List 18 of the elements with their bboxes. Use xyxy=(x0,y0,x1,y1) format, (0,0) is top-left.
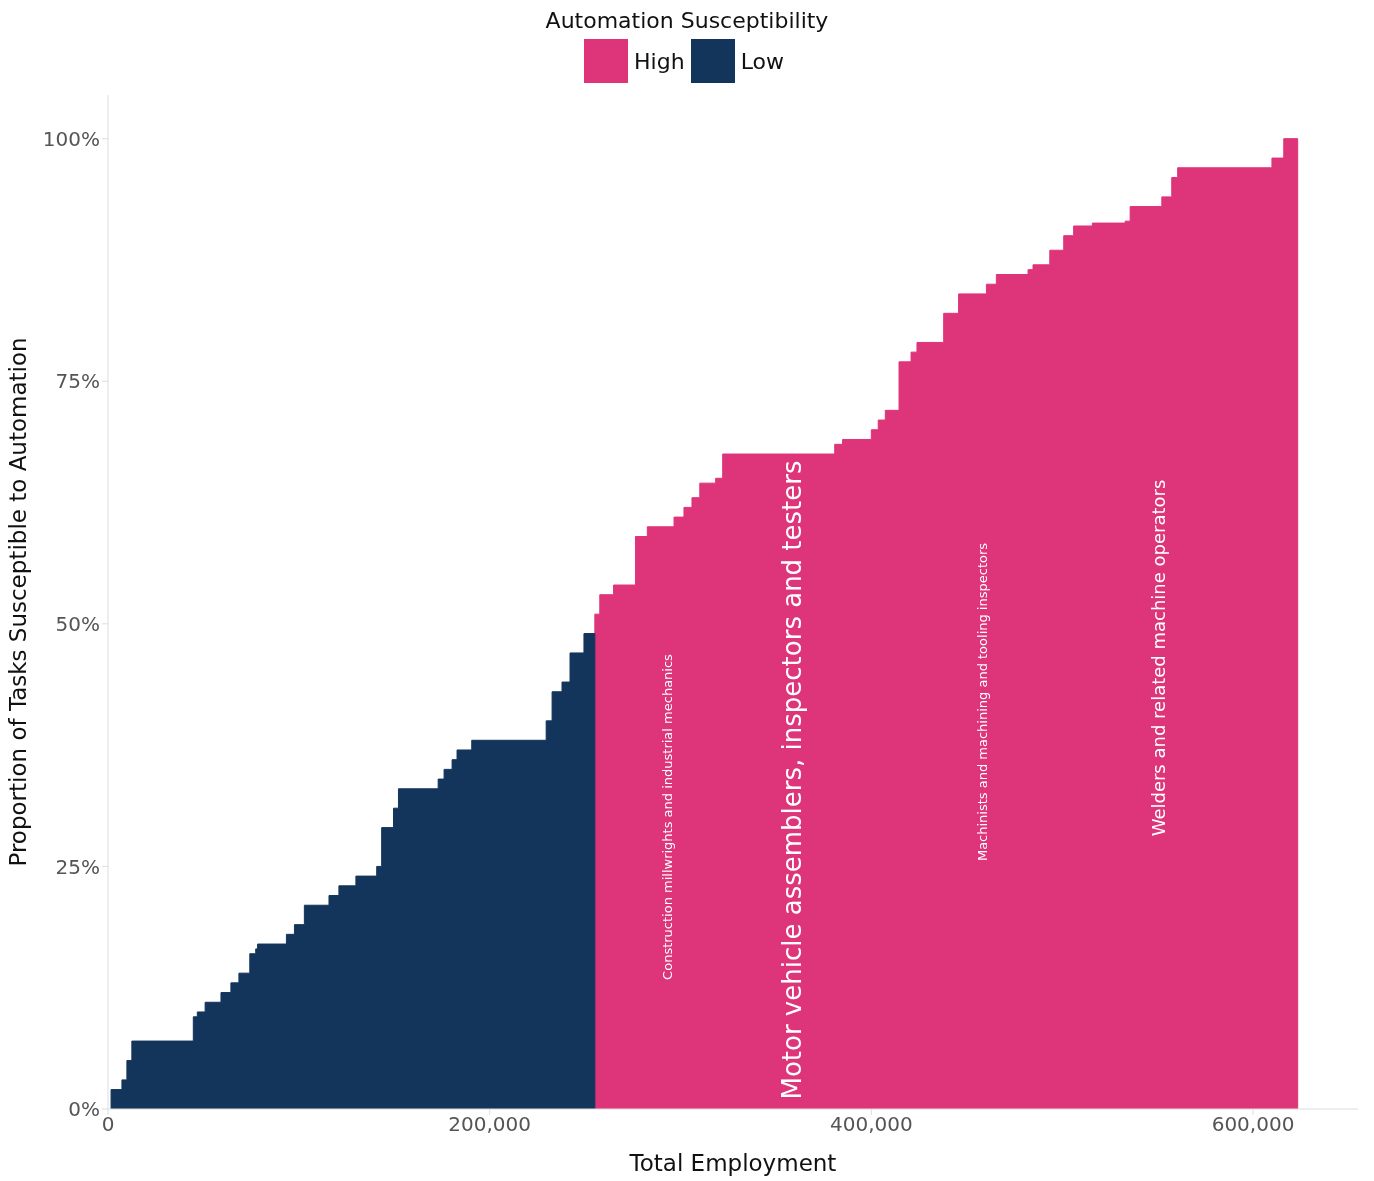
x-tick-label: 200,000 xyxy=(448,1112,532,1137)
annotation: Motor vehicle assemblers, inspectors and testers xyxy=(777,460,807,1100)
y-tick-label: 100% xyxy=(42,126,100,151)
y-tick-label: 25% xyxy=(55,854,100,879)
annotation: Welders and related machine operators xyxy=(1147,479,1169,837)
y-tick-label: 75% xyxy=(55,369,100,394)
y-tick-label: 50% xyxy=(55,611,100,636)
annotation: Construction millwrights and industrial mechanics xyxy=(659,653,675,980)
legend-title: Automation Susceptibility xyxy=(545,8,829,33)
x-tick-label: 600,000 xyxy=(1211,1112,1295,1137)
x-tick-label: 400,000 xyxy=(830,1112,913,1137)
legend-label: High xyxy=(634,48,685,74)
legend-label: Low xyxy=(740,48,784,74)
annotation: Machinists and machining and tooling inspectors xyxy=(974,542,990,862)
x-tick-label: 0 xyxy=(101,1112,115,1137)
x-axis-title: Total Employment xyxy=(628,1150,837,1176)
y-tick-label: 0% xyxy=(68,1097,100,1122)
y-axis-title: Proportion of Tasks Susceptible to Automation xyxy=(5,337,32,867)
